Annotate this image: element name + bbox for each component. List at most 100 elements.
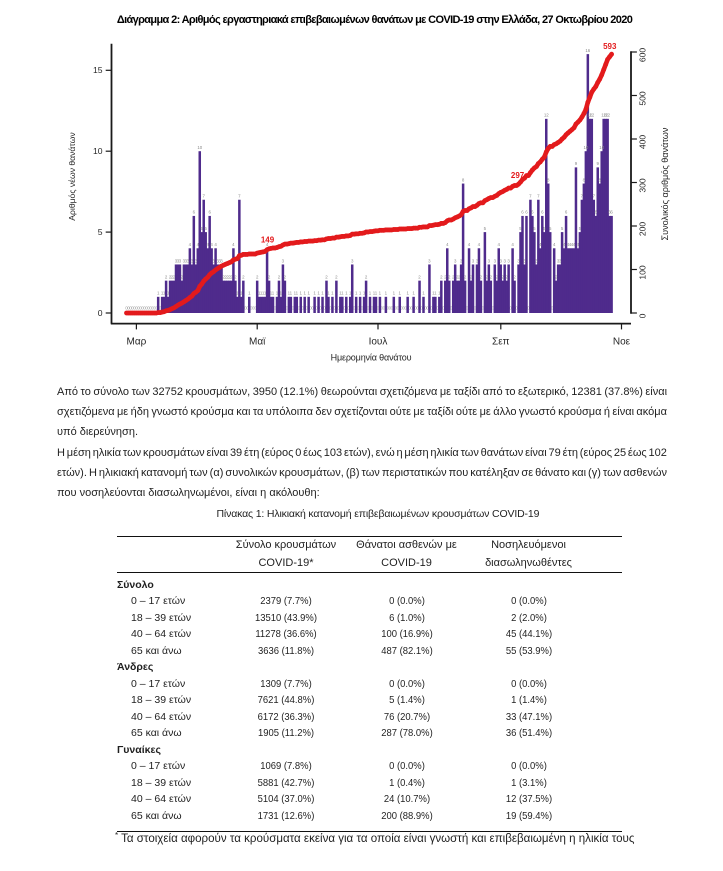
- svg-text:0: 0: [151, 305, 154, 310]
- svg-text:10: 10: [599, 145, 604, 150]
- svg-text:1: 1: [288, 291, 291, 296]
- svg-text:1: 1: [303, 291, 306, 296]
- svg-text:2: 2: [169, 274, 172, 279]
- svg-text:6: 6: [608, 210, 611, 215]
- svg-text:1: 1: [355, 291, 358, 296]
- svg-text:0: 0: [416, 305, 419, 310]
- svg-text:1: 1: [157, 291, 160, 296]
- svg-text:Νοε: Νοε: [613, 337, 631, 348]
- svg-text:3: 3: [185, 258, 188, 263]
- svg-text:6: 6: [610, 210, 613, 215]
- svg-text:3: 3: [177, 258, 180, 263]
- svg-text:3: 3: [488, 258, 491, 263]
- svg-text:1: 1: [398, 291, 401, 296]
- svg-text:0: 0: [319, 305, 322, 310]
- svg-text:3: 3: [472, 258, 475, 263]
- svg-text:2: 2: [496, 274, 499, 279]
- svg-text:0: 0: [347, 305, 350, 310]
- svg-text:4: 4: [206, 242, 209, 247]
- svg-text:6: 6: [208, 210, 211, 215]
- svg-text:5: 5: [549, 226, 552, 231]
- svg-text:3: 3: [559, 258, 562, 263]
- svg-text:2: 2: [470, 274, 473, 279]
- svg-text:5: 5: [561, 226, 564, 231]
- svg-text:400: 400: [638, 135, 648, 150]
- svg-text:0: 0: [492, 305, 495, 310]
- svg-text:2: 2: [171, 274, 174, 279]
- svg-text:2: 2: [513, 274, 516, 279]
- svg-text:5: 5: [533, 226, 536, 231]
- svg-text:3: 3: [499, 258, 502, 263]
- svg-text:8: 8: [598, 177, 601, 182]
- svg-text:4: 4: [189, 242, 192, 247]
- svg-text:2: 2: [268, 274, 271, 279]
- svg-text:0: 0: [141, 305, 144, 310]
- svg-text:3: 3: [557, 258, 560, 263]
- svg-text:2: 2: [444, 274, 447, 279]
- svg-text:1: 1: [290, 291, 293, 296]
- svg-text:0: 0: [252, 305, 255, 310]
- svg-text:5: 5: [484, 226, 487, 231]
- svg-text:1: 1: [393, 291, 396, 296]
- svg-text:0: 0: [430, 305, 433, 310]
- svg-text:0: 0: [286, 305, 289, 310]
- svg-text:0: 0: [551, 305, 554, 310]
- svg-text:2: 2: [284, 274, 287, 279]
- svg-text:0: 0: [381, 305, 384, 310]
- svg-text:1: 1: [341, 291, 344, 296]
- svg-text:2: 2: [480, 274, 483, 279]
- svg-text:0: 0: [515, 305, 518, 310]
- svg-text:0: 0: [333, 305, 336, 310]
- svg-text:0: 0: [125, 305, 128, 310]
- svg-text:2: 2: [181, 274, 184, 279]
- svg-text:0: 0: [309, 305, 312, 310]
- svg-text:1: 1: [307, 291, 310, 296]
- svg-text:4: 4: [497, 242, 500, 247]
- svg-text:1: 1: [406, 291, 409, 296]
- svg-text:7: 7: [537, 194, 540, 199]
- svg-text:0: 0: [426, 305, 429, 310]
- svg-text:1: 1: [163, 291, 166, 296]
- svg-text:6: 6: [595, 210, 598, 215]
- svg-text:6: 6: [531, 210, 534, 215]
- svg-text:0: 0: [139, 305, 142, 310]
- svg-text:1: 1: [240, 291, 243, 296]
- svg-text:4: 4: [511, 242, 514, 247]
- svg-text:1: 1: [385, 291, 388, 296]
- svg-text:8: 8: [462, 177, 465, 182]
- svg-text:500: 500: [638, 91, 648, 106]
- svg-text:1: 1: [331, 291, 334, 296]
- svg-text:10: 10: [197, 145, 202, 150]
- svg-text:4: 4: [571, 242, 574, 247]
- svg-text:Ημερομηνία θανάτου: Ημερομηνία θανάτου: [331, 353, 412, 363]
- svg-text:0: 0: [404, 305, 407, 310]
- svg-text:3: 3: [351, 258, 354, 263]
- svg-text:149: 149: [261, 235, 275, 244]
- svg-text:2: 2: [555, 274, 558, 279]
- svg-text:4: 4: [563, 242, 566, 247]
- svg-text:1: 1: [248, 291, 251, 296]
- svg-text:297: 297: [511, 171, 525, 180]
- svg-text:0: 0: [155, 305, 158, 310]
- svg-text:Αριθμός νέων θανάτων: Αριθμός νέων θανάτων: [67, 132, 77, 220]
- svg-text:0: 0: [254, 305, 257, 310]
- svg-text:9: 9: [596, 161, 599, 166]
- svg-text:3: 3: [195, 258, 198, 263]
- svg-text:1: 1: [270, 291, 273, 296]
- svg-text:0: 0: [343, 305, 346, 310]
- svg-text:0: 0: [402, 305, 405, 310]
- svg-text:6: 6: [525, 210, 528, 215]
- svg-text:1: 1: [339, 291, 342, 296]
- svg-text:0: 0: [414, 305, 417, 310]
- svg-text:2: 2: [505, 274, 508, 279]
- svg-text:2: 2: [365, 274, 368, 279]
- svg-text:0: 0: [246, 305, 249, 310]
- svg-text:0: 0: [474, 305, 477, 310]
- svg-text:0: 0: [143, 305, 146, 310]
- svg-text:0: 0: [149, 305, 152, 310]
- svg-text:4: 4: [232, 242, 235, 247]
- svg-text:2: 2: [418, 274, 421, 279]
- svg-text:5: 5: [519, 226, 522, 231]
- svg-text:2: 2: [234, 274, 237, 279]
- svg-text:0: 0: [127, 305, 130, 310]
